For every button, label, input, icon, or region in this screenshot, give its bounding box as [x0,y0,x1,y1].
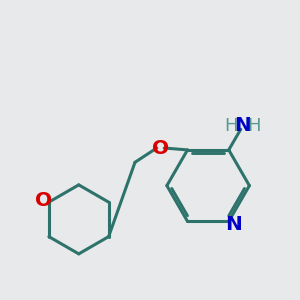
Text: O: O [152,139,169,158]
Text: N: N [234,116,251,135]
Text: N: N [225,215,242,234]
Text: O: O [35,191,52,210]
Text: H: H [224,116,238,134]
Text: H: H [248,116,261,134]
